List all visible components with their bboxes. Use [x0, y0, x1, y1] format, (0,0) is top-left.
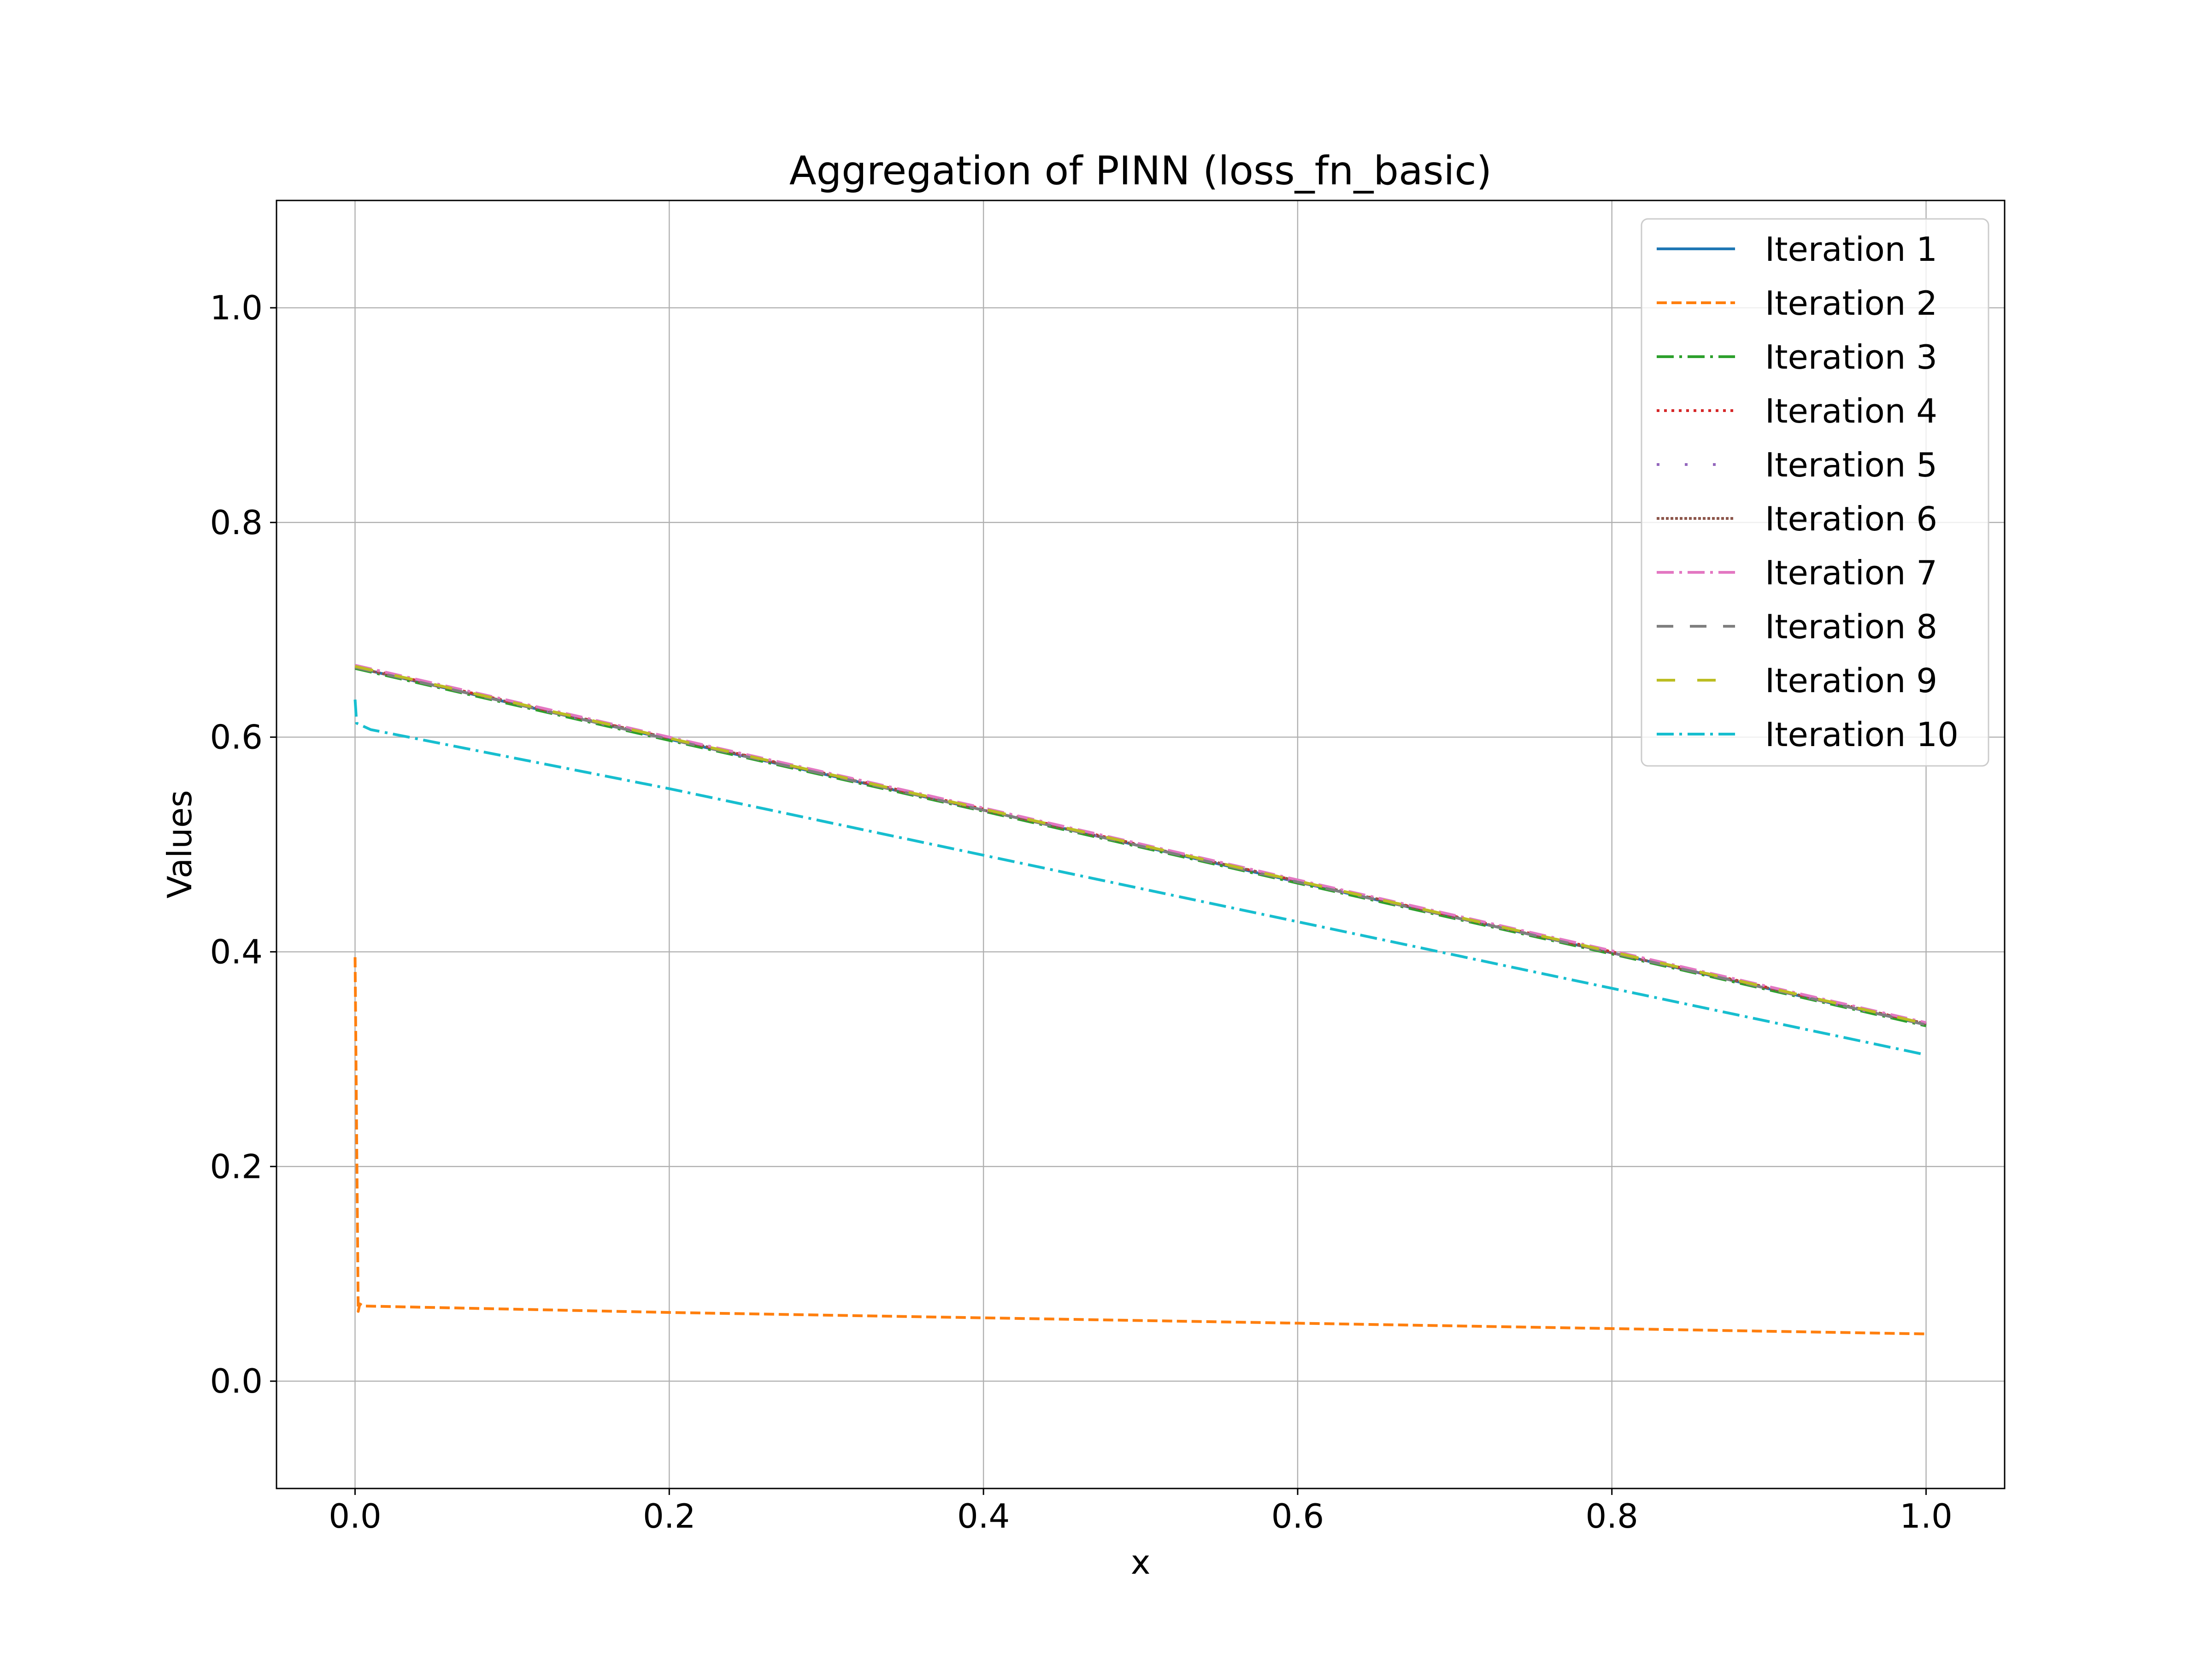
y-tick-label: 0.8: [210, 503, 263, 542]
y-tick-label: 0.6: [210, 718, 263, 757]
legend-label-5: Iteration 5: [1765, 446, 1937, 484]
x-tick-label: 0.0: [329, 1497, 382, 1535]
y-tick-label: 0.0: [210, 1362, 263, 1400]
series-line-2: [353, 957, 1926, 1335]
x-tick-label: 0.2: [643, 1497, 696, 1535]
plot-frame: [276, 200, 2006, 1489]
legend-label-8: Iteration 8: [1765, 607, 1937, 646]
x-axis-label: x: [1131, 1543, 1151, 1582]
legend-label-2: Iteration 2: [1765, 284, 1937, 323]
legend-label-6: Iteration 6: [1765, 500, 1937, 538]
series-line-9: [354, 665, 1927, 1025]
y-tick-label: 1.0: [210, 288, 263, 327]
legend-label-1: Iteration 1: [1765, 230, 1937, 269]
legend: Iteration 1 Iteration 2 Iteration 3 Iterati…: [1641, 218, 1989, 767]
series-line-10: [353, 699, 1927, 1056]
x-tick-label: 1.0: [1900, 1497, 1953, 1535]
axis-ticks: 0.0 0.2 0.4 0.6 0.8 1.0 0.0 0.2 0.4 0.6 0.8 1.0: [210, 288, 1952, 1535]
y-axis-label: Values: [160, 790, 199, 898]
y-tick-label: 0.2: [210, 1147, 263, 1186]
x-tick-label: 0.4: [957, 1497, 1010, 1535]
legend-label-10: Iteration 10: [1765, 715, 1959, 754]
y-tick-label: 0.4: [210, 932, 263, 971]
legend-label-3: Iteration 3: [1765, 338, 1937, 377]
x-tick-label: 0.8: [1585, 1497, 1638, 1535]
x-tick-label: 0.6: [1271, 1497, 1324, 1535]
series-lines: [353, 664, 1927, 1335]
legend-label-7: Iteration 7: [1765, 553, 1937, 592]
legend-label-9: Iteration 9: [1765, 661, 1937, 700]
legend-label-4: Iteration 4: [1765, 392, 1937, 430]
chart-title: Aggregation of PINN (loss_fn_basic): [789, 148, 1492, 194]
